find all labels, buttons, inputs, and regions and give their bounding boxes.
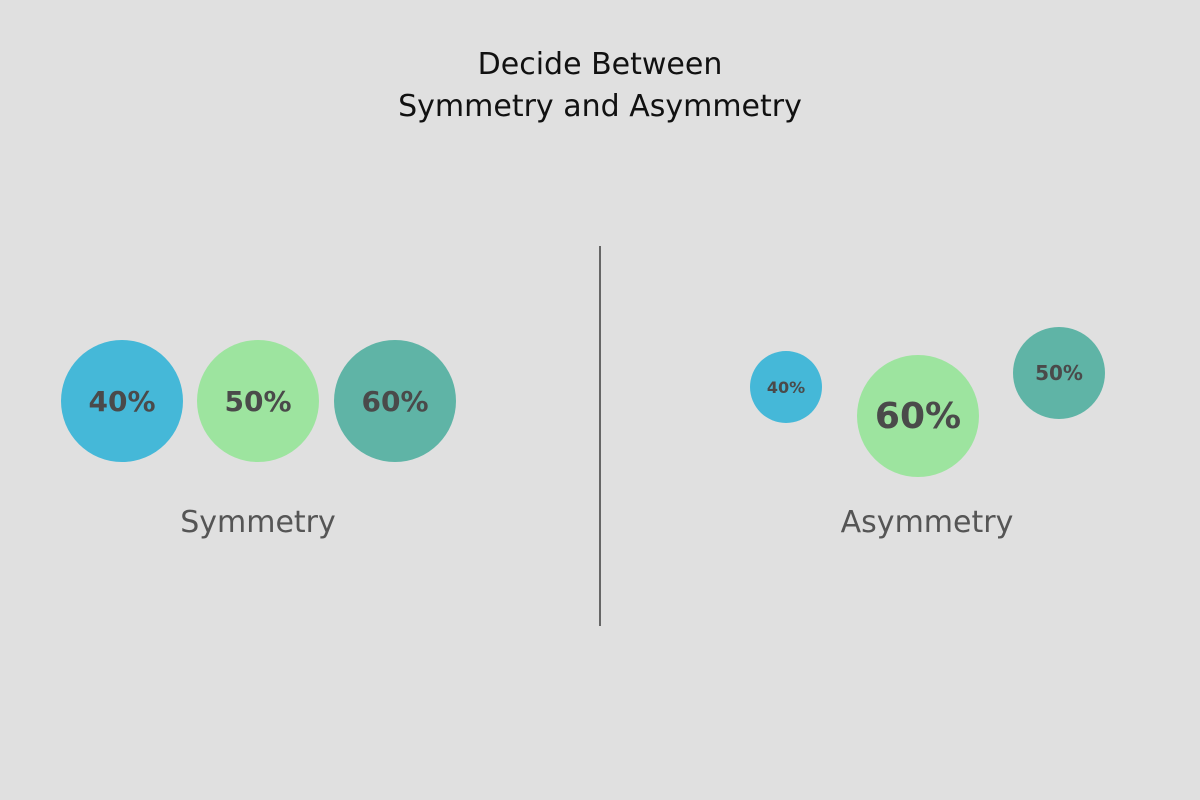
page-title: Decide Between Symmetry and Asymmetry bbox=[0, 44, 1200, 128]
asymmetry-circle-40: 40% bbox=[750, 351, 822, 423]
divider bbox=[599, 246, 601, 626]
asymmetry-circle-50: 50% bbox=[1013, 327, 1105, 419]
symmetry-circle-50: 50% bbox=[197, 340, 319, 462]
symmetry-circle-40: 40% bbox=[61, 340, 183, 462]
asymmetry-circle-60: 60% bbox=[857, 355, 979, 477]
title-line-1: Decide Between bbox=[477, 47, 723, 82]
symmetry-circle-60: 60% bbox=[334, 340, 456, 462]
asymmetry-label: Asymmetry bbox=[840, 505, 1014, 540]
title-line-2: Symmetry and Asymmetry bbox=[398, 89, 802, 124]
symmetry-label: Symmetry bbox=[180, 505, 336, 540]
